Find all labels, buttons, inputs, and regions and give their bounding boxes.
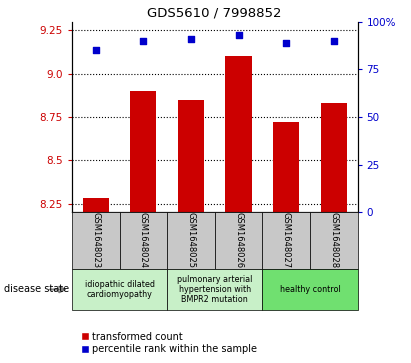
Bar xyxy=(262,212,310,269)
Title: GDS5610 / 7998852: GDS5610 / 7998852 xyxy=(148,6,282,19)
Bar xyxy=(178,100,204,212)
Text: disease state: disease state xyxy=(4,285,69,294)
Text: GSM1648025: GSM1648025 xyxy=(187,212,196,269)
Point xyxy=(283,40,289,46)
Text: healthy control: healthy control xyxy=(279,285,340,294)
Text: pulmonary arterial
hypertension with
BMPR2 mutation: pulmonary arterial hypertension with BMP… xyxy=(177,274,252,305)
Bar xyxy=(310,212,358,269)
Point xyxy=(140,38,147,44)
Bar xyxy=(215,212,262,269)
Text: GSM1648024: GSM1648024 xyxy=(139,212,148,269)
Bar xyxy=(167,269,262,310)
Point xyxy=(92,48,99,53)
Bar xyxy=(273,122,299,212)
Text: idiopathic dilated
cardiomyopathy: idiopathic dilated cardiomyopathy xyxy=(85,280,155,299)
Bar xyxy=(130,91,157,212)
Point xyxy=(235,32,242,38)
Bar xyxy=(167,212,215,269)
Bar xyxy=(120,212,167,269)
Text: GSM1648027: GSM1648027 xyxy=(282,212,291,269)
Bar xyxy=(72,269,167,310)
Bar xyxy=(321,103,347,212)
Point xyxy=(330,38,337,44)
Bar xyxy=(226,56,252,212)
Bar xyxy=(83,199,109,212)
Legend: transformed count, percentile rank within the sample: transformed count, percentile rank withi… xyxy=(77,328,261,358)
Bar xyxy=(72,212,120,269)
Text: GSM1648026: GSM1648026 xyxy=(234,212,243,269)
Text: GSM1648028: GSM1648028 xyxy=(329,212,338,269)
Text: GSM1648023: GSM1648023 xyxy=(91,212,100,269)
Bar xyxy=(262,269,358,310)
Point xyxy=(188,36,194,42)
